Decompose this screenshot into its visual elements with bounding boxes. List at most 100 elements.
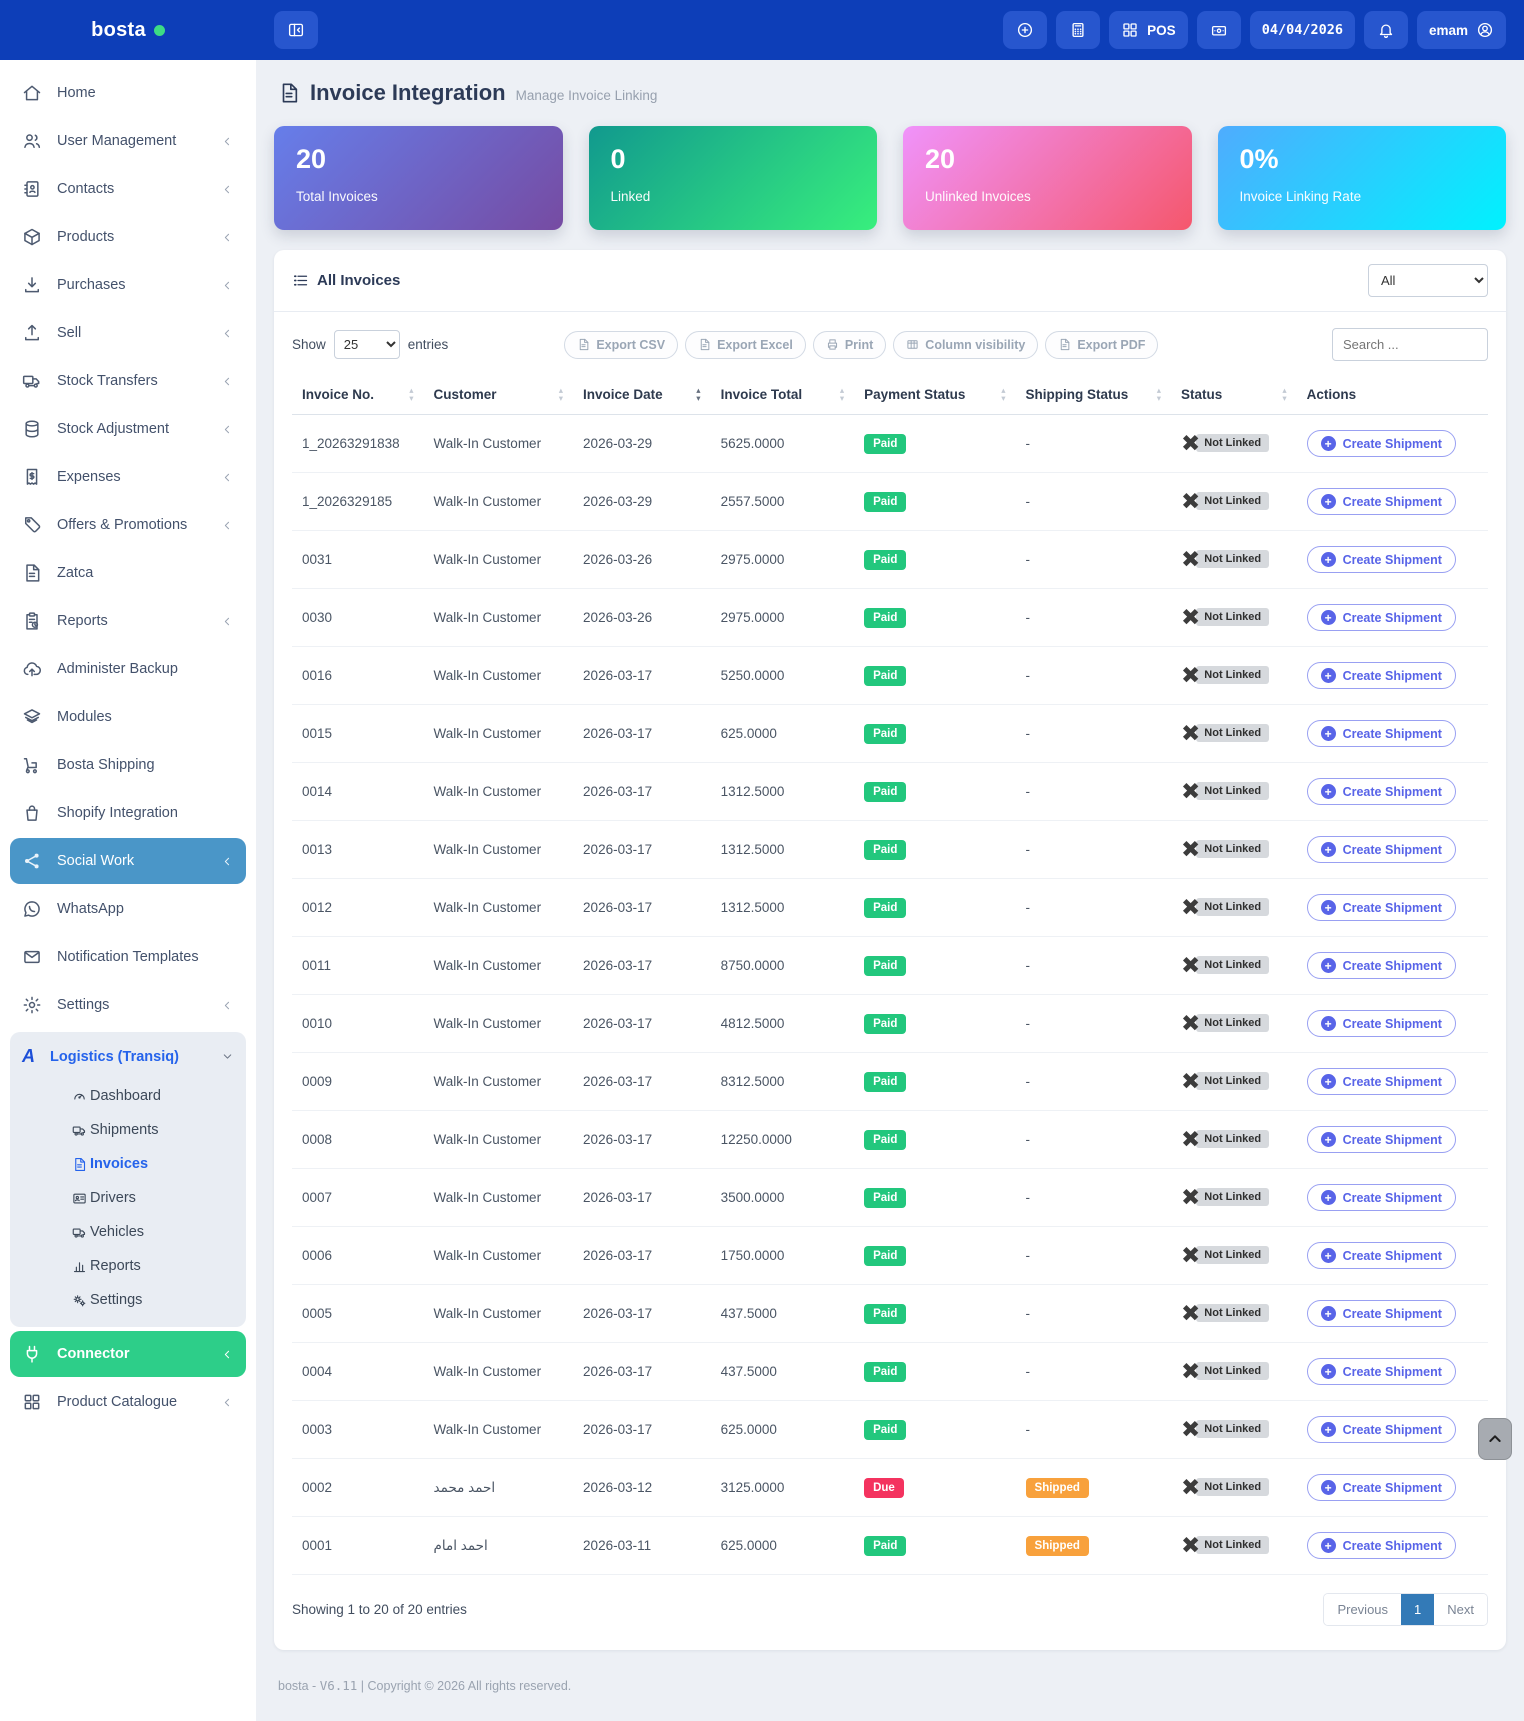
sidebar-item-reports[interactable]: Reports: [10, 598, 246, 644]
page-1-button[interactable]: 1: [1401, 1594, 1434, 1625]
pos-button[interactable]: POS: [1109, 11, 1188, 49]
next-page-button[interactable]: Next: [1434, 1594, 1487, 1625]
create-shipment-button[interactable]: +Create Shipment: [1307, 1068, 1456, 1095]
column-header-invoice-no[interactable]: Invoice No.▴▾: [292, 375, 424, 415]
create-shipment-button[interactable]: +Create Shipment: [1307, 1532, 1456, 1559]
invoice-no-cell: 0015: [292, 705, 424, 763]
sidebar-item-connector[interactable]: Connector: [10, 1331, 246, 1377]
date-display[interactable]: 04/04/2026: [1250, 11, 1355, 49]
brand-logo[interactable]: bosta: [0, 19, 256, 42]
export-excel-button[interactable]: Export Excel: [685, 331, 806, 359]
payment-status-cell: Paid: [854, 1169, 1015, 1227]
export-csv-button[interactable]: Export CSV: [564, 331, 678, 359]
not-linked-status: ✖Not Linked: [1181, 782, 1269, 800]
create-shipment-button[interactable]: +Create Shipment: [1307, 546, 1456, 573]
sort-icon[interactable]: ▴▾: [840, 387, 844, 401]
sidebar-item-zatca[interactable]: Zatca: [10, 550, 246, 596]
sidebar-subitem-invoices[interactable]: Invoices: [10, 1147, 246, 1181]
sidebar-subitem-dashboard[interactable]: Dashboard: [10, 1079, 246, 1113]
sidebar-item-shopify-integration[interactable]: Shopify Integration: [10, 790, 246, 836]
sidebar-item-notification-templates[interactable]: Notification Templates: [10, 934, 246, 980]
create-shipment-button[interactable]: +Create Shipment: [1307, 1184, 1456, 1211]
sort-icon[interactable]: ▴▾: [409, 387, 413, 401]
create-shipment-button[interactable]: +Create Shipment: [1307, 1126, 1456, 1153]
create-shipment-button[interactable]: +Create Shipment: [1307, 488, 1456, 515]
create-shipment-button[interactable]: +Create Shipment: [1307, 430, 1456, 457]
sidebar-item-modules[interactable]: Modules: [10, 694, 246, 740]
print-button[interactable]: Print: [813, 331, 886, 359]
create-shipment-button[interactable]: +Create Shipment: [1307, 1010, 1456, 1037]
sort-icon[interactable]: ▴▾: [696, 387, 700, 401]
sidebar-item-offers-promotions[interactable]: Offers & Promotions: [10, 502, 246, 548]
sort-icon[interactable]: ▴▾: [559, 387, 563, 401]
create-shipment-button[interactable]: +Create Shipment: [1307, 720, 1456, 747]
invoice-filter-select[interactable]: All: [1368, 264, 1488, 297]
create-shipment-button[interactable]: +Create Shipment: [1307, 604, 1456, 631]
create-shipment-button[interactable]: +Create Shipment: [1307, 1242, 1456, 1269]
sidebar-item-products[interactable]: Products: [10, 214, 246, 260]
column-header-customer[interactable]: Customer▴▾: [424, 375, 574, 415]
previous-page-button[interactable]: Previous: [1324, 1594, 1401, 1625]
column-header-shipping-status[interactable]: Shipping Status▴▾: [1016, 375, 1171, 415]
create-shipment-button[interactable]: +Create Shipment: [1307, 1474, 1456, 1501]
export-pdf-button[interactable]: Export PDF: [1045, 331, 1158, 359]
scroll-to-top-button[interactable]: [1478, 1418, 1512, 1460]
create-shipment-button[interactable]: +Create Shipment: [1307, 1416, 1456, 1443]
sidebar-item-product-catalogue[interactable]: Product Catalogue: [10, 1379, 246, 1425]
create-shipment-button[interactable]: +Create Shipment: [1307, 1300, 1456, 1327]
shipping-status-cell: -: [1016, 473, 1171, 531]
column-visibility-button[interactable]: Column visibility: [893, 331, 1038, 359]
payment-status-cell: Paid: [854, 1517, 1015, 1575]
quick-add-button[interactable]: [1003, 11, 1047, 49]
column-header-status[interactable]: Status▴▾: [1171, 375, 1297, 415]
bell-icon: [1377, 21, 1395, 39]
notifications-button[interactable]: [1364, 11, 1408, 49]
create-shipment-button[interactable]: +Create Shipment: [1307, 662, 1456, 689]
sidebar-item-bosta-shipping[interactable]: Bosta Shipping: [10, 742, 246, 788]
create-shipment-button[interactable]: +Create Shipment: [1307, 952, 1456, 979]
button-label: Export Excel: [717, 338, 793, 352]
sidebar-item-purchases[interactable]: Purchases: [10, 262, 246, 308]
sidebar-item-sell[interactable]: Sell: [10, 310, 246, 356]
sidebar-item-home[interactable]: Home: [10, 70, 246, 116]
invoice-no-cell: 0009: [292, 1053, 424, 1111]
search-input[interactable]: [1332, 328, 1488, 361]
sidebar-item-expenses[interactable]: Expenses: [10, 454, 246, 500]
sidebar-item-administer-backup[interactable]: Administer Backup: [10, 646, 246, 692]
column-header-invoice-total[interactable]: Invoice Total▴▾: [711, 375, 855, 415]
user-menu-button[interactable]: emam: [1417, 11, 1506, 49]
page-size-select[interactable]: 25: [334, 330, 400, 359]
create-shipment-button[interactable]: +Create Shipment: [1307, 836, 1456, 863]
sort-icon[interactable]: ▴▾: [1282, 387, 1286, 401]
create-shipment-button[interactable]: +Create Shipment: [1307, 778, 1456, 805]
column-header-payment-status[interactable]: Payment Status▴▾: [854, 375, 1015, 415]
sidebar-item-contacts[interactable]: Contacts: [10, 166, 246, 212]
column-header-invoice-date[interactable]: Invoice Date▴▾: [573, 375, 711, 415]
sidebar-item-whatsapp[interactable]: WhatsApp: [10, 886, 246, 932]
sort-icon[interactable]: ▴▾: [1157, 387, 1161, 401]
create-shipment-button[interactable]: +Create Shipment: [1307, 894, 1456, 921]
sidebar-subitem-vehicles[interactable]: Vehicles: [10, 1215, 246, 1249]
sidebar-item-social-work[interactable]: Social Work: [10, 838, 246, 884]
sidebar-item-stock-adjustment[interactable]: Stock Adjustment: [10, 406, 246, 452]
cloudup-icon: [22, 659, 42, 679]
cash-register-button[interactable]: [1197, 11, 1241, 49]
sidebar-subitem-drivers[interactable]: Drivers: [10, 1181, 246, 1215]
sidebar-collapse-button[interactable]: [274, 11, 318, 49]
sidebar-item-label: Purchases: [57, 277, 206, 293]
sidebar-item-user-management[interactable]: User Management: [10, 118, 246, 164]
invoice-date-cell: 2026-03-17: [573, 821, 711, 879]
sidebar-item-stock-transfers[interactable]: Stock Transfers: [10, 358, 246, 404]
calculator-button[interactable]: [1056, 11, 1100, 49]
invoice-total-cell: 8750.0000: [711, 937, 855, 995]
not-linked-badge: Not Linked: [1196, 550, 1269, 568]
sidebar-subitem-settings[interactable]: Settings: [10, 1283, 246, 1317]
sort-icon[interactable]: ▴▾: [1001, 387, 1005, 401]
create-shipment-button[interactable]: +Create Shipment: [1307, 1358, 1456, 1385]
invoice-total-cell: 12250.0000: [711, 1111, 855, 1169]
sidebar-item-settings[interactable]: Settings: [10, 982, 246, 1028]
sidebar-subitem-reports[interactable]: Reports: [10, 1249, 246, 1283]
sidebar-subitem-shipments[interactable]: Shipments: [10, 1113, 246, 1147]
